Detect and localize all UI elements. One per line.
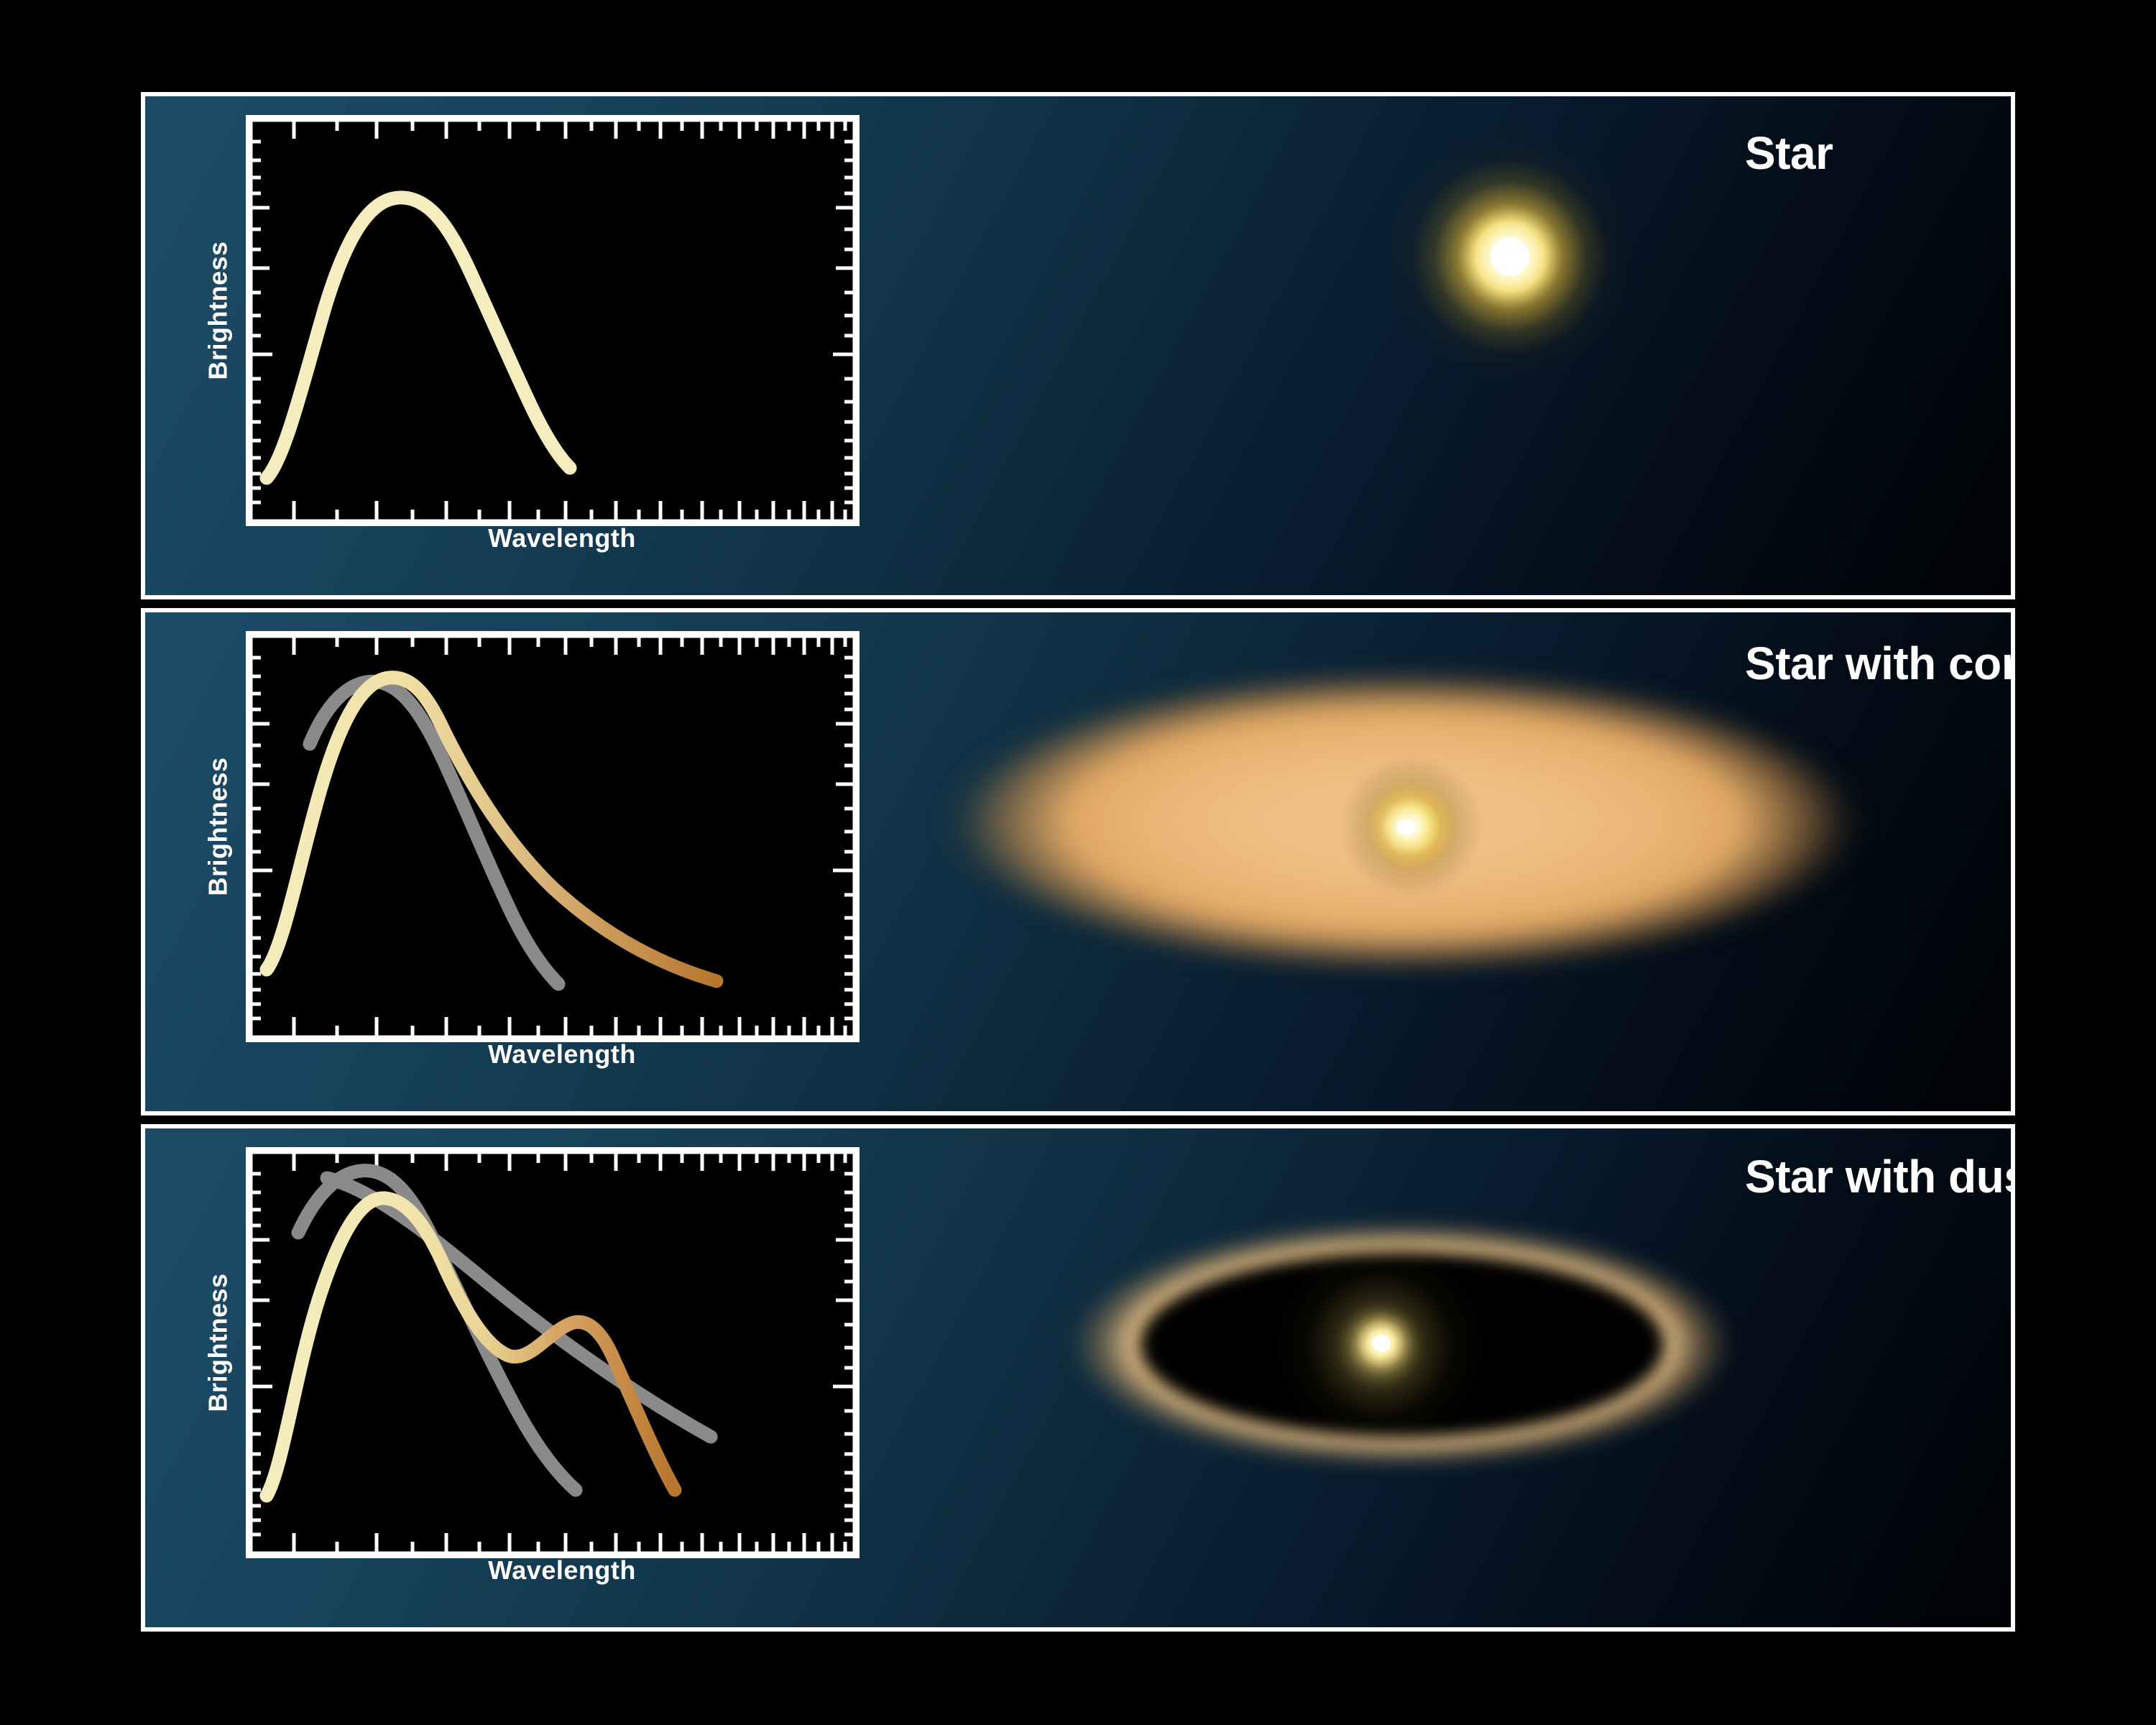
curve-star-photosphere [259,190,577,485]
left-axis-ticks [251,1152,272,1553]
curve-star-plus-dust-disk [259,671,724,988]
y-axis-label: Brightness [197,109,240,512]
top-axis-ticks [251,120,854,139]
plot-area-dust-belt [246,1147,860,1558]
plot-svg-dust-belt [251,1152,854,1553]
artwork-continuous-disk: Star with continuous dust disk [918,612,2011,1111]
y-axis-label-text: Brightness [203,1273,234,1412]
plot-area-star [246,115,860,526]
artwork-dust-belt: Star with dust belt [918,1128,2011,1627]
chart-continuous-disk: Brightness [190,625,916,1108]
right-axis-ticks [833,1152,854,1553]
plot-svg-continuous-disk [251,636,854,1037]
panel-title-dust-belt: Star with dust belt [1745,1151,2011,1202]
y-axis-label-text: Brightness [203,757,234,896]
curve-star-reference [291,1164,583,1497]
x-axis-label: Wavelength [488,1555,636,1585]
panel-continuous-disk: Brightness [141,608,2015,1116]
chart-dust-belt: Brightness [190,1141,916,1624]
right-axis-ticks [833,636,854,1037]
panel-title-continuous-disk: Star with continuous dust disk [1745,638,2011,689]
bottom-axis-ticks [251,1017,854,1037]
panel-star: Brightness [141,92,2015,599]
left-axis-ticks [251,120,272,521]
y-axis-label-text: Brightness [203,241,234,380]
right-axis-ticks [833,120,854,521]
plot-svg-star [251,120,854,521]
bottom-axis-ticks [251,1533,854,1553]
y-axis-label: Brightness [197,1141,240,1544]
curve-star-plus-dust-belt [259,1191,682,1503]
y-axis-label: Brightness [197,625,240,1028]
left-axis-ticks [251,636,272,1037]
curve-continuous-disk-reference [320,1171,718,1444]
x-axis-label: Wavelength [488,1039,636,1069]
artwork-star: Star [918,96,2011,595]
top-axis-ticks [251,1152,854,1171]
curve-star-reference [303,674,566,991]
x-axis-label: Wavelength [488,523,636,553]
star-core-icon [1396,819,1415,835]
chart-star: Brightness [190,109,916,592]
bottom-axis-ticks [251,501,854,521]
top-axis-ticks [251,636,854,655]
plot-area-continuous-disk [246,631,860,1042]
panel-dust-belt: Brightness [141,1124,2015,1632]
star-core-icon [1491,237,1529,276]
star-core-icon [1372,1335,1391,1352]
panel-title-star: Star [1745,127,1833,179]
